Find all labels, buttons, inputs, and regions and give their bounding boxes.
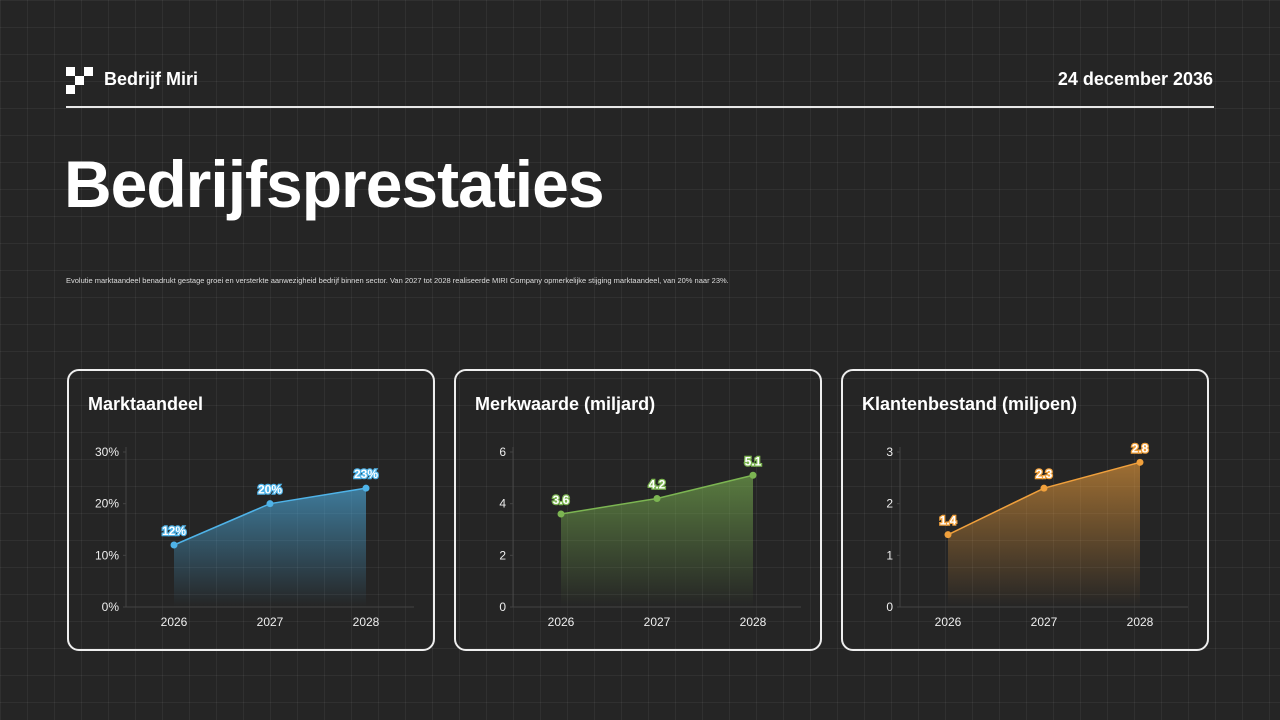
chart-card: Marktaandeel 0% 10% 20% 30% 2026 12% 2027 20% 202… <box>67 369 435 651</box>
chart: Klantenbestand (miljoen) 0 1 2 3 2026 1.4 2027 2… <box>862 394 1188 629</box>
value-label: 1.4 <box>940 514 957 528</box>
chart-card: Klantenbestand (miljoen) 0 1 2 3 2026 1.4 2027 2… <box>841 369 1209 651</box>
chart-title: Klantenbestand (miljoen) <box>862 394 1077 414</box>
area <box>561 475 753 607</box>
value-label: 23% <box>354 467 378 481</box>
x-tick-label: 2028 <box>1127 615 1154 629</box>
chart-card: Merkwaarde (miljard) 0 2 4 6 2026 3.6 2027 4.2 20… <box>454 369 822 651</box>
value-label: 2.8 <box>1132 441 1149 455</box>
value-label: 3.6 <box>553 493 570 507</box>
y-tick-label: 4 <box>499 497 506 511</box>
x-tick-label: 2027 <box>644 615 671 629</box>
y-tick-label: 2 <box>499 548 506 562</box>
point <box>170 541 178 549</box>
brand: Bedrijf Miri <box>104 69 199 89</box>
value-label: 20% <box>258 483 282 497</box>
x-tick-label: 2026 <box>548 615 575 629</box>
point <box>266 500 274 508</box>
chart-title: Marktaandeel <box>88 394 203 414</box>
y-tick-label: 0 <box>886 600 893 614</box>
chart: Marktaandeel 0% 10% 20% 30% 2026 12% 2027 20% 202… <box>88 394 414 629</box>
divider <box>66 106 1214 108</box>
x-tick-label: 2026 <box>935 615 962 629</box>
area <box>174 488 366 607</box>
point <box>362 484 370 492</box>
y-tick-label: 20% <box>95 497 119 511</box>
x-tick-label: 2028 <box>740 615 767 629</box>
chart-title: Merkwaarde (miljard) <box>475 394 655 414</box>
point <box>749 471 757 479</box>
value-label: 2.3 <box>1036 467 1053 481</box>
y-tick-label: 2 <box>886 497 893 511</box>
area <box>948 462 1140 607</box>
x-tick-label: 2028 <box>353 615 380 629</box>
value-label: 12% <box>162 524 186 538</box>
page-title: Bedrijfsprestaties <box>64 147 605 221</box>
point <box>557 510 565 518</box>
x-tick-label: 2026 <box>161 615 188 629</box>
point <box>1136 458 1144 466</box>
y-tick-label: 6 <box>499 445 506 459</box>
point <box>944 531 952 539</box>
point <box>653 495 661 502</box>
y-tick-label: 3 <box>886 445 893 459</box>
y-tick-label: 10% <box>95 548 119 562</box>
value-label: 5.1 <box>745 454 762 468</box>
value-label: 4.2 <box>649 478 666 492</box>
y-tick-label: 0 <box>499 600 506 614</box>
date: 24 december 2036 <box>1057 69 1213 89</box>
y-tick-label: 30% <box>95 445 119 459</box>
x-tick-label: 2027 <box>1031 615 1058 629</box>
logo <box>66 67 93 94</box>
y-tick-label: 0% <box>102 600 120 614</box>
chart: Merkwaarde (miljard) 0 2 4 6 2026 3.6 2027 4.2 20… <box>475 394 801 629</box>
x-tick-label: 2027 <box>257 615 284 629</box>
description: Evolutie marktaandeel benadrukt gestage … <box>66 276 729 285</box>
point <box>1040 484 1048 492</box>
y-tick-label: 1 <box>886 548 893 562</box>
